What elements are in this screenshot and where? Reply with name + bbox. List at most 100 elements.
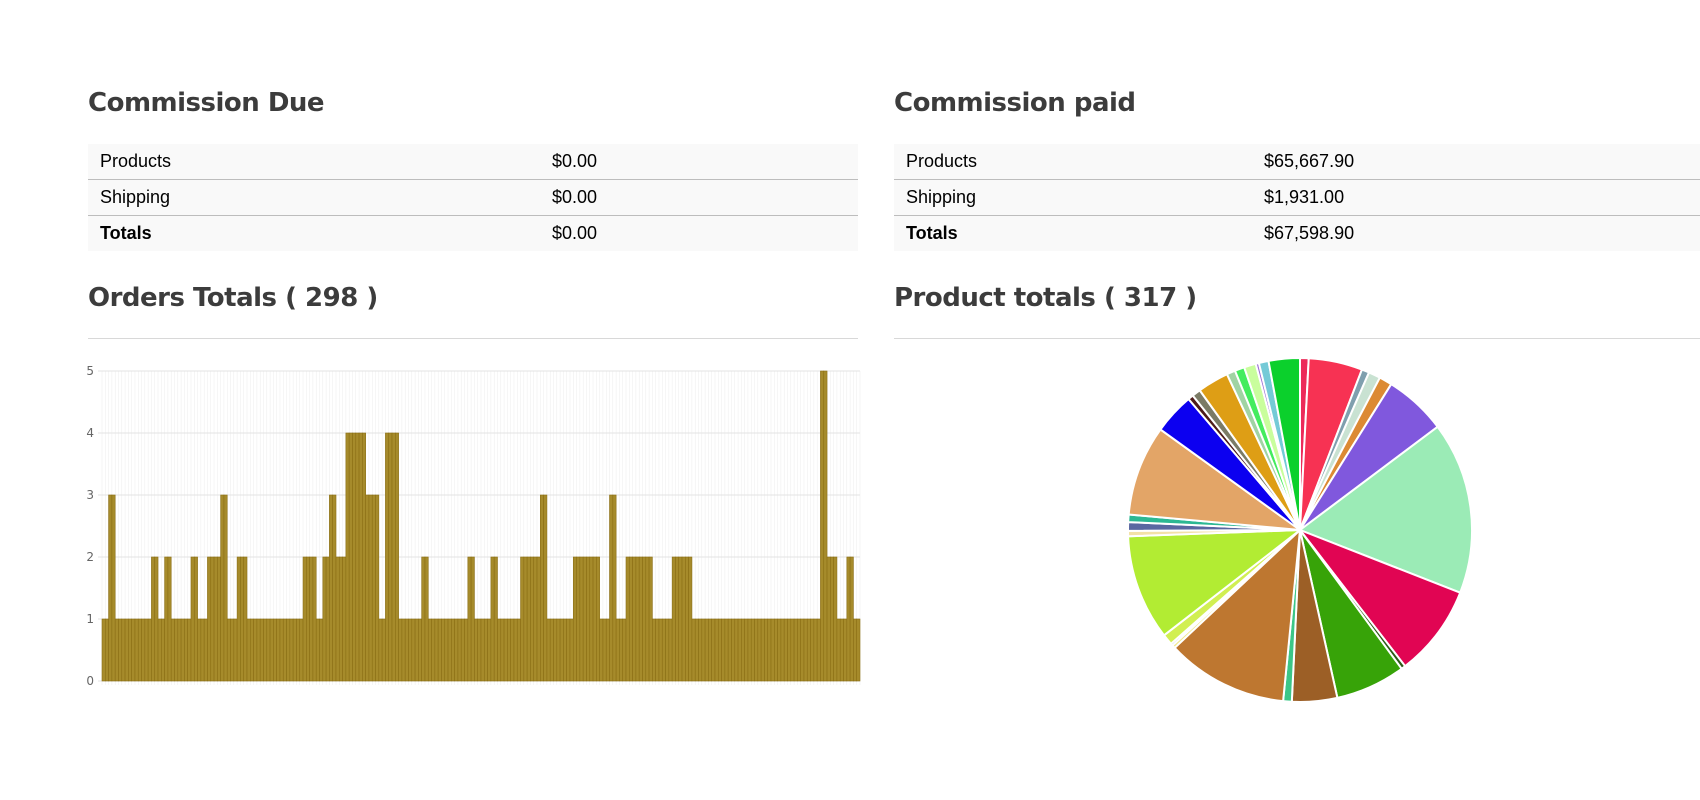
bar — [764, 618, 769, 682]
bar — [273, 618, 277, 682]
table-row-totals: Totals $0.00 — [88, 216, 858, 252]
bar — [256, 618, 261, 682]
bar — [810, 618, 815, 682]
bar — [217, 556, 221, 682]
bar — [193, 556, 198, 682]
bar — [312, 556, 317, 682]
bar — [846, 556, 851, 682]
bar — [197, 618, 202, 682]
bar — [523, 556, 528, 682]
bar — [460, 618, 465, 682]
bar — [114, 618, 119, 682]
bar — [688, 556, 693, 682]
bar — [233, 618, 238, 682]
bar — [315, 618, 320, 682]
row-value: $1,931.00 — [1252, 179, 1700, 216]
bar — [543, 494, 548, 682]
bar — [111, 494, 116, 682]
bar — [675, 556, 680, 682]
bar — [777, 618, 782, 682]
bar — [747, 618, 752, 682]
bar — [282, 618, 287, 682]
bar — [243, 556, 248, 682]
bar — [731, 618, 736, 682]
bar — [134, 618, 139, 682]
bar — [839, 618, 844, 682]
table-row: Shipping $0.00 — [88, 179, 858, 216]
bar — [474, 618, 479, 682]
bar — [161, 618, 165, 682]
row-label: Products — [894, 144, 1252, 180]
y-tick-label: 4 — [86, 426, 94, 440]
table-row: Shipping $1,931.00 — [894, 179, 1700, 216]
bar — [177, 618, 182, 682]
bar — [332, 494, 337, 682]
bar — [246, 618, 251, 682]
bar — [263, 618, 268, 682]
bar — [289, 618, 294, 682]
commission-paid-table: Products $65,667.90 Shipping $1,931.00 T… — [894, 144, 1700, 251]
bars — [101, 370, 861, 682]
bar — [348, 432, 353, 682]
bar — [411, 618, 416, 682]
bar — [638, 556, 643, 682]
bar — [395, 432, 399, 682]
bar — [467, 556, 472, 682]
commission-due-table: Products $0.00 Shipping $0.00 Totals $0.… — [88, 144, 858, 251]
row-label: Totals — [906, 223, 958, 243]
bar — [793, 618, 798, 682]
bar — [658, 618, 663, 682]
bar — [322, 556, 327, 682]
bar — [210, 556, 215, 682]
bar — [335, 556, 340, 682]
row-label: Products — [88, 144, 540, 180]
bar — [704, 618, 709, 682]
bar — [760, 618, 765, 682]
bar — [207, 556, 212, 682]
bar — [592, 556, 597, 682]
bar — [655, 618, 660, 682]
row-value: $67,598.90 — [1264, 223, 1355, 243]
bar — [352, 432, 357, 682]
bar — [787, 618, 792, 682]
bar — [493, 556, 498, 682]
bar — [404, 618, 409, 682]
section-divider — [894, 338, 1700, 339]
bar — [836, 618, 841, 682]
bar — [625, 556, 630, 682]
bar — [632, 556, 637, 682]
commission-paid-title: Commission paid — [894, 88, 1136, 118]
bar — [444, 618, 449, 682]
bar — [296, 618, 301, 682]
pie-slice — [1297, 527, 1462, 668]
bar — [306, 556, 310, 682]
bar — [200, 618, 205, 682]
bar — [371, 494, 376, 682]
bar — [358, 432, 363, 682]
pie-slice — [1127, 528, 1304, 637]
bar — [678, 556, 683, 682]
bar — [750, 618, 755, 682]
bar — [830, 556, 834, 682]
bar — [213, 556, 218, 682]
bar — [470, 556, 475, 682]
bar — [546, 618, 551, 682]
bar — [510, 618, 515, 682]
bar — [816, 618, 821, 682]
bar — [586, 556, 591, 682]
y-tick-label: 2 — [86, 550, 94, 564]
bar — [774, 618, 778, 682]
bar — [853, 618, 858, 682]
bar — [279, 618, 284, 682]
bar — [454, 618, 459, 682]
bar — [345, 432, 350, 682]
bar — [780, 618, 785, 682]
bar — [843, 618, 848, 682]
bar — [431, 618, 436, 682]
bar — [174, 618, 179, 682]
bar — [530, 556, 535, 682]
bar — [427, 618, 432, 682]
bar — [190, 556, 195, 682]
bar — [391, 432, 396, 682]
bar — [408, 618, 413, 682]
